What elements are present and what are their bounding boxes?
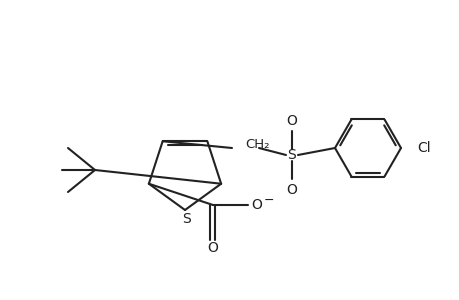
Text: −: − <box>263 194 274 206</box>
Text: CH₂: CH₂ <box>245 137 269 151</box>
Text: O: O <box>207 241 218 255</box>
Text: O: O <box>251 198 262 212</box>
Text: Cl: Cl <box>416 141 430 155</box>
Text: S: S <box>287 148 296 162</box>
Text: O: O <box>286 114 297 128</box>
Text: O: O <box>286 183 297 197</box>
Text: S: S <box>182 212 191 226</box>
